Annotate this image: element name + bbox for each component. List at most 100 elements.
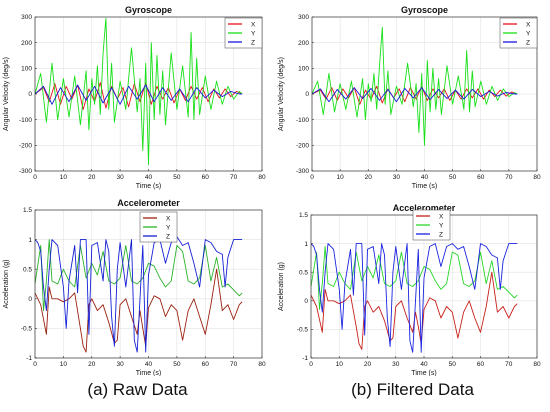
chart-accel-raw-xtick-label-7: 70 (230, 361, 238, 368)
chart-accel-raw-ytick-label-0: -1 (26, 355, 32, 362)
chart-gyro-filtered-xtick-label-8: 80 (533, 174, 541, 181)
chart-gyro-filtered-ytick-label-3: 0 (305, 91, 309, 98)
chart-accel-filtered-ytick-label-4: 1 (304, 241, 308, 248)
chart-accel-filtered-ytick-label-1: -0.5 (297, 327, 309, 334)
chart-accel-filtered-xtick-label-7: 70 (505, 361, 513, 368)
chart-gyro-raw-xlabel: Time (s) (136, 183, 161, 190)
chart-accel-filtered-ytick-label-0: -1 (302, 355, 308, 362)
chart-accel-raw-title: Accelerometer (117, 198, 180, 208)
chart-accel-filtered-series-y (311, 246, 518, 310)
caption-raw-data: (a) Raw Data (87, 380, 188, 399)
chart-accel-raw-xtick-label-4: 40 (145, 361, 153, 368)
chart-accel-filtered-ylabel: Acceleration (g) (278, 262, 285, 311)
chart-accel-filtered-xtick-label-3: 30 (392, 361, 400, 368)
chart-accel-filtered-legend-label-x: X (439, 213, 444, 220)
chart-gyro-filtered-series-z (312, 87, 518, 103)
chart-gyro-raw-series-y (35, 17, 243, 166)
chart-gyro-raw-legend-label-x: X (251, 21, 256, 28)
chart-accel-filtered-series-x (311, 271, 518, 350)
chart-accel-raw-ytick-label-3: 0.5 (23, 266, 32, 273)
chart-gyro-raw-xtick-label-4: 40 (145, 174, 153, 181)
chart-gyro-raw-ytick-label-5: 200 (21, 40, 32, 47)
chart-accel-filtered-legend-label-z: Z (439, 231, 443, 238)
chart-gyro-raw-ytick-label-2: -100 (19, 117, 32, 124)
chart-accel-raw-ylabel: Acceleration (g) (3, 259, 10, 308)
chart-accel-raw-xtick-label-1: 10 (60, 361, 68, 368)
chart-accel-filtered-title: Accelerometer (393, 203, 456, 213)
chart-gyro-filtered-svg: 0 10 20 30 40 50 60 70 80 -300 -200 -100 0 100 200 300 G… (278, 5, 541, 190)
chart-gyro-raw-xtick-label-8: 80 (258, 174, 266, 181)
chart-accel-raw-series-z (35, 236, 243, 353)
chart-accel-filtered-series-z (311, 243, 518, 353)
chart-accel-raw-legend-label-x: X (166, 215, 171, 222)
chart-gyro-raw-xtick-label-0: 0 (33, 174, 37, 181)
chart-gyro-filtered-xlabel: Time (s) (412, 183, 437, 190)
chart-gyro-filtered-ytick-label-5: 200 (298, 40, 309, 47)
chart-gyro-raw-xtick-label-2: 20 (88, 174, 96, 181)
chart-gyro-filtered-xtick-label-1: 10 (337, 174, 345, 181)
chart-accel-filtered-xtick-label-0: 0 (309, 361, 313, 368)
chart-accel-raw-xtick-label-2: 20 (88, 361, 96, 368)
chart-accel-filtered-svg: 0 10 20 30 40 50 60 70 80 -1 -0.5 0 0.5 1 1.5 Accelerom… (278, 203, 541, 376)
chart-accel-filtered-xtick-label-8: 80 (533, 361, 541, 368)
chart-accel-filtered-legend-label-y: Y (439, 222, 444, 229)
chart-accel-raw-xtick-label-0: 0 (33, 361, 37, 368)
chart-accel-filtered-ytick-label-2: 0 (304, 298, 308, 305)
chart-gyro-filtered-xtick-label-2: 20 (365, 174, 373, 181)
chart-gyro-filtered-xtick-label-4: 40 (421, 174, 429, 181)
chart-accel-raw-xtick-label-8: 80 (258, 361, 266, 368)
chart-accel-filtered-xtick-label-5: 50 (449, 361, 457, 368)
chart-accel-raw-ytick-label-4: 1 (28, 237, 32, 244)
chart-accel-raw-xlabel: Time (s) (136, 370, 161, 376)
chart-gyro-filtered-xtick-label-0: 0 (310, 174, 314, 181)
chart-gyro-filtered-legend-label-x: X (526, 21, 531, 28)
chart-gyro-raw-series-z (35, 84, 243, 105)
chart-gyro-filtered-legend-label-y: Y (526, 30, 531, 37)
chart-accel-filtered-xlabel: Time (s) (411, 370, 436, 376)
chart-gyro-filtered-ytick-label-0: -300 (296, 168, 309, 175)
chart-accel-filtered-xtick-label-6: 60 (477, 361, 485, 368)
chart-gyro-raw-xtick-label-7: 70 (230, 174, 238, 181)
chart-gyro-filtered-series-x (312, 85, 518, 105)
chart-gyro-filtered-xtick-label-7: 70 (505, 174, 513, 181)
chart-accel-raw-xtick-label-5: 50 (173, 361, 181, 368)
chart-gyro-raw-ytick-label-1: -200 (19, 143, 32, 150)
chart-accel-raw-xtick-label-6: 60 (202, 361, 210, 368)
chart-accel-filtered-xtick-label-1: 10 (336, 361, 344, 368)
chart-gyro-raw-xtick-label-1: 10 (60, 174, 68, 181)
chart-gyro-filtered-ytick-label-4: 100 (298, 66, 309, 73)
chart-gyro-raw-ytick-label-3: 0 (28, 91, 32, 98)
chart-accel-raw-ytick-label-5: 1.5 (23, 207, 32, 214)
chart-accel-raw-series-y (35, 239, 243, 312)
chart-gyro-raw-legend-label-y: Y (251, 30, 256, 37)
chart-gyro-filtered-xtick-label-5: 50 (449, 174, 457, 181)
chart-accel-raw-series-x (35, 268, 243, 353)
chart-accel-raw-legend-label-z: Z (166, 233, 170, 240)
chart-gyro-filtered-series-y (312, 26, 518, 146)
chart-gyro-raw-xtick-label-5: 50 (173, 174, 181, 181)
caption-filtered-data: (b) Filtered Data (351, 380, 474, 399)
chart-gyro-raw-ytick-label-6: 300 (21, 14, 32, 21)
accelerometer-filtered-chart: 0 10 20 30 40 50 60 70 80 -1 -0.5 0 0.5 1 1.5 Accelerom… (275, 193, 550, 376)
chart-gyro-filtered-ytick-label-1: -200 (296, 143, 309, 150)
gyroscope-filtered-chart: 0 10 20 30 40 50 60 70 80 -300 -200 -100 0 100 200 300 G… (275, 0, 550, 193)
chart-gyro-raw-svg: 0 10 20 30 40 50 60 70 80 -300 -200 -100 0 100 200 300 G… (3, 5, 266, 190)
chart-gyro-filtered-ytick-label-6: 300 (298, 14, 309, 21)
chart-accel-filtered-ytick-label-5: 1.5 (299, 212, 308, 219)
chart-accel-filtered-ytick-label-3: 0.5 (299, 269, 308, 276)
chart-accel-raw-legend-label-y: Y (166, 224, 171, 231)
chart-gyro-raw-legend-label-z: Z (251, 39, 255, 46)
chart-gyro-raw-ylabel: Angular Velocity (deg/s) (3, 57, 10, 131)
chart-accel-filtered-xtick-label-2: 20 (364, 361, 372, 368)
chart-gyro-filtered-ytick-label-2: -100 (296, 117, 309, 124)
chart-gyro-filtered-legend-label-z: Z (526, 39, 530, 46)
accelerometer-raw-chart: 0 10 20 30 40 50 60 70 80 -1 -0.5 0 0.5 1 1.5 Accelerom… (0, 193, 275, 376)
chart-accel-filtered-xtick-label-4: 40 (420, 361, 428, 368)
chart-gyro-raw-xtick-label-3: 30 (117, 174, 125, 181)
chart-accel-raw-ytick-label-1: -0.5 (21, 326, 33, 333)
chart-gyro-filtered-xtick-label-3: 30 (393, 174, 401, 181)
chart-accel-raw-ytick-label-2: 0 (28, 296, 32, 303)
chart-gyro-filtered-title: Gyroscope (401, 5, 448, 15)
chart-gyro-raw-xtick-label-6: 60 (202, 174, 210, 181)
gyroscope-raw-chart: 0 10 20 30 40 50 60 70 80 -300 -200 -100 0 100 200 300 G… (0, 0, 275, 193)
